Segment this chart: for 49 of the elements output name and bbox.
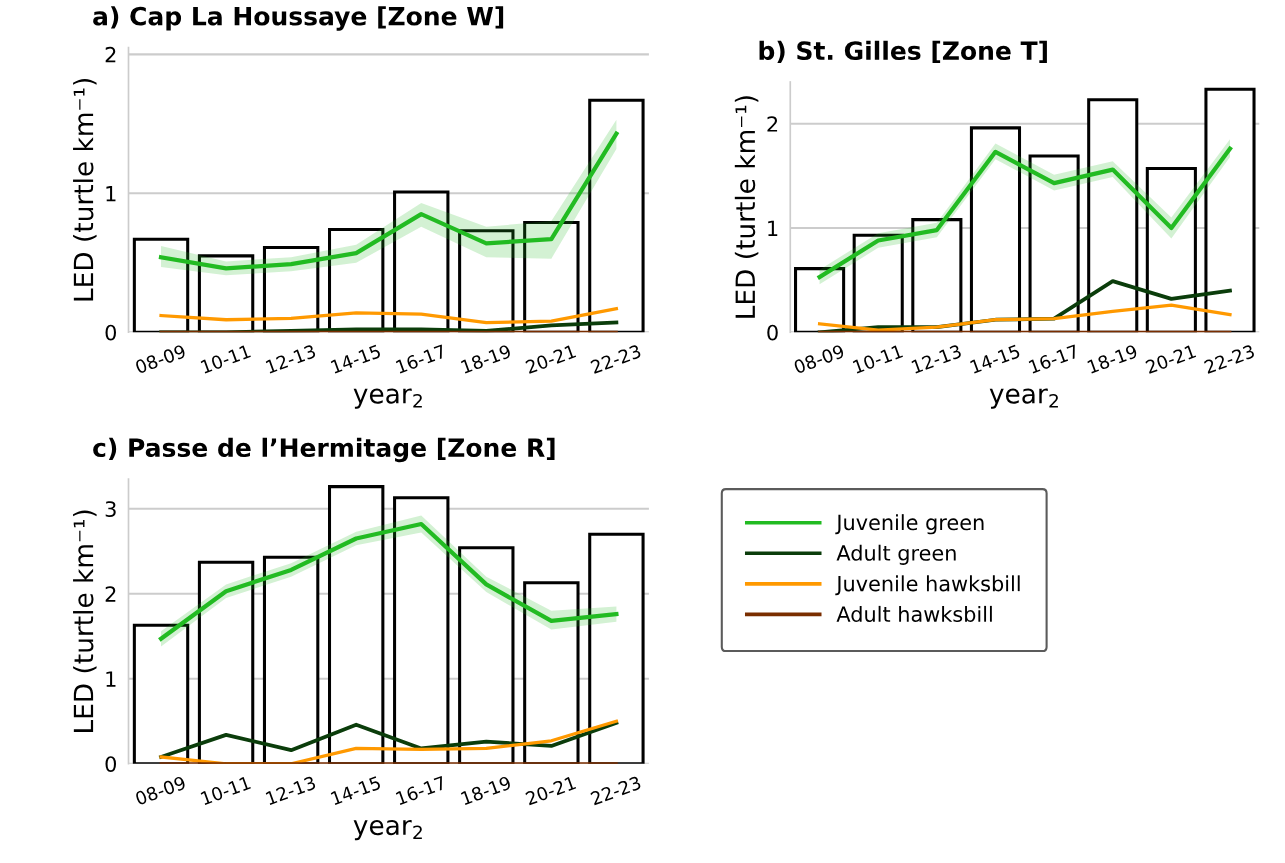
y-tick-label: 2 [105,46,116,63]
legend-label: Adult hawksbill [836,605,992,623]
x-tick-label: 08-09 [134,344,187,375]
y-tick-label: 0 [767,324,778,341]
x-tick-label: 22-23 [1203,344,1256,374]
legend-label: Juvenile hawksbill [835,575,1020,596]
x-tick-label: 10-11 [852,344,904,374]
legend-label: Adult green [836,544,956,565]
y-tick-label: 3 [105,501,116,517]
x-tick-label: 16-17 [1028,344,1080,374]
x-tick-label: 18-19 [460,775,512,806]
y-tick-label: 1 [768,220,778,236]
chart-title: c) Passe de l’Hermitage [Zone R] [93,437,555,463]
x-tick-label: 14-15 [330,775,382,806]
x-tick-label: 14-15 [969,344,1021,374]
x-tick-label: 14-15 [330,344,382,374]
y-tick-label: 1 [106,671,116,687]
x-tick-label: 20-21 [525,344,577,374]
x-tick-label: 10-11 [200,344,251,374]
line-series [159,307,619,325]
x-tick-label: 18-19 [1087,344,1138,374]
y-axis-title: LED (turtle km⁻¹) [734,96,759,318]
x-tick-label: 08-09 [134,775,187,806]
x-tick-label: 22-23 [590,775,642,806]
x-tick-label: 20-21 [525,775,577,806]
chart-title: b) St. Gilles [Zone T] [759,40,1047,64]
chart-title: a) Cap La Houssaye [Zone W] [93,6,504,31]
x-axis-title: year$_{2}$ [353,820,422,841]
x-tick-label: 12-13 [911,344,962,374]
x-tick-label: 12-13 [265,775,317,806]
y-axis-title: LED (turtle km⁻¹) [73,510,97,732]
y-tick-label: 2 [105,586,116,602]
x-tick-label: 16-17 [395,775,447,806]
y-tick-label: 1 [106,186,116,202]
x-tick-label: 08-09 [793,344,845,375]
x-tick-label: 16-17 [395,344,447,374]
legend-label: Juvenile green [835,514,984,535]
line-series [817,303,1232,332]
x-tick-label: 10-11 [200,775,251,806]
x-tick-label: 22-23 [590,344,642,374]
x-axis-title: year$_{2}$ [353,388,422,409]
y-tick-label: 2 [767,116,778,132]
y-tick-label: 0 [105,324,117,341]
x-tick-label: 20-21 [1145,344,1197,374]
x-axis-title: year$_{2}$ [989,388,1058,409]
x-tick-label: 18-19 [460,344,512,374]
x-tick-label: 12-13 [265,344,317,374]
y-tick-label: 0 [105,756,117,772]
y-axis-title: LED (turtle km⁻¹) [73,78,97,301]
